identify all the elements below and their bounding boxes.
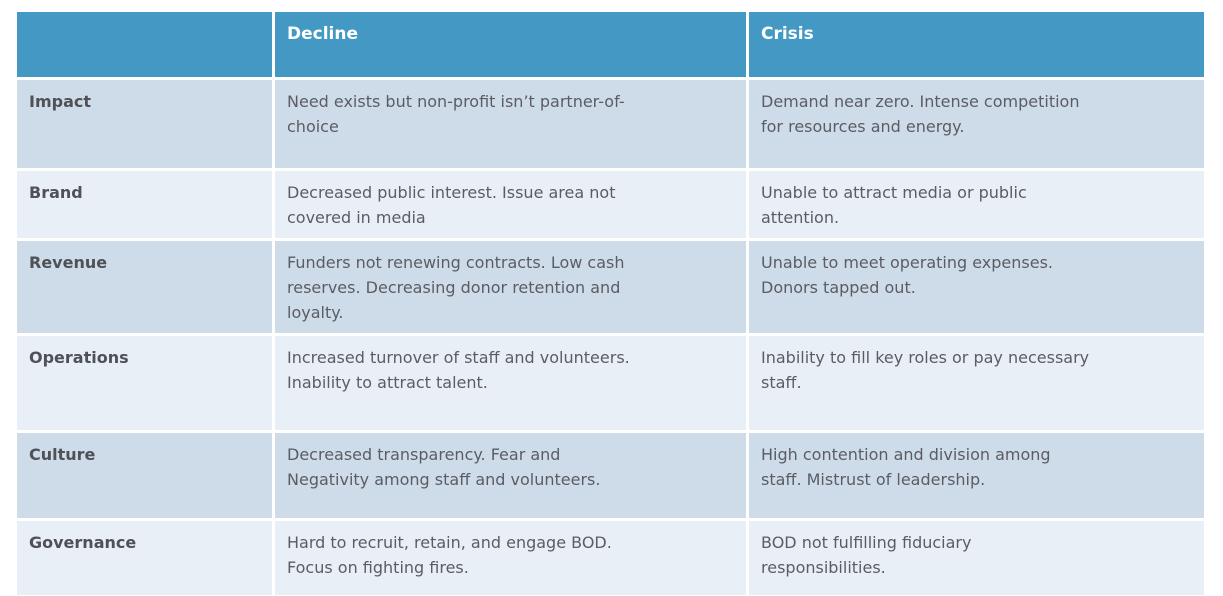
decline-cell: Need exists but non-profit isn’t partner… bbox=[275, 80, 746, 168]
table-row-culture: Culture Decreased transparency. Fear and… bbox=[17, 433, 1204, 518]
crisis-cell: Inability to fill key roles or pay neces… bbox=[749, 336, 1204, 430]
row-label: Culture bbox=[17, 433, 272, 518]
table-row-operations: Operations Increased turnover of staff a… bbox=[17, 336, 1204, 430]
table-row-impact: Impact Need exists but non-profit isn’t … bbox=[17, 80, 1204, 168]
crisis-cell: Unable to meet operating expenses. Donor… bbox=[749, 241, 1204, 333]
table-row-brand: Brand Decreased public interest. Issue a… bbox=[17, 171, 1204, 238]
column-header-blank bbox=[17, 12, 272, 77]
crisis-cell: High contention and division among staff… bbox=[749, 433, 1204, 518]
decline-cell: Funders not renewing contracts. Low cash… bbox=[275, 241, 746, 333]
comparison-table: Decline Crisis Impact Need exists but no… bbox=[14, 9, 1207, 596]
row-label: Brand bbox=[17, 171, 272, 238]
row-label: Operations bbox=[17, 336, 272, 430]
decline-cell: Increased turnover of staff and voluntee… bbox=[275, 336, 746, 430]
decline-cell: Decreased transparency. Fear and Negativ… bbox=[275, 433, 746, 518]
crisis-cell: Demand near zero. Intense competition fo… bbox=[749, 80, 1204, 168]
row-label: Impact bbox=[17, 80, 272, 168]
table-row-revenue: Revenue Funders not renewing contracts. … bbox=[17, 241, 1204, 333]
decline-cell: Hard to recruit, retain, and engage BOD.… bbox=[275, 521, 746, 595]
table-row-governance: Governance Hard to recruit, retain, and … bbox=[17, 521, 1204, 595]
row-label: Revenue bbox=[17, 241, 272, 333]
decline-cell: Decreased public interest. Issue area no… bbox=[275, 171, 746, 238]
column-header-crisis: Crisis bbox=[749, 12, 1204, 77]
crisis-cell: BOD not fulfilling fiduciary responsibil… bbox=[749, 521, 1204, 595]
column-header-decline: Decline bbox=[275, 12, 746, 77]
row-label: Governance bbox=[17, 521, 272, 595]
crisis-cell: Unable to attract media or public attent… bbox=[749, 171, 1204, 238]
header-row: Decline Crisis bbox=[17, 12, 1204, 77]
